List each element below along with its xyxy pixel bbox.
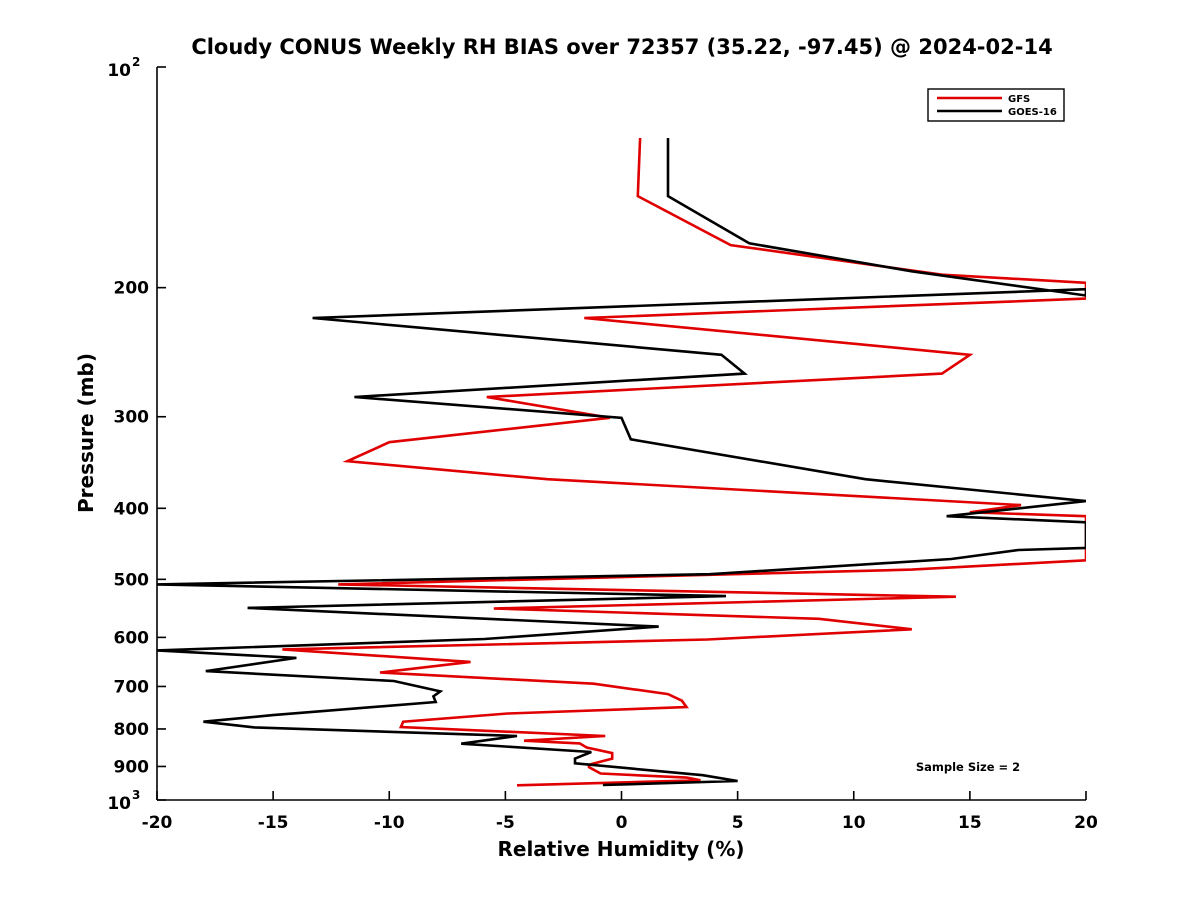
x-tick-label: 0 [616,813,628,833]
y-tick-label: 10 [107,61,131,81]
x-tick-label: -5 [496,813,515,833]
y-tick-exponent: 3 [132,788,140,802]
legend: GFS GOES-16 [927,88,1065,122]
y-tick-label: 800 [114,720,150,740]
series-line-gfs [282,137,1086,787]
legend-box [927,88,1065,122]
chart-title: Cloudy CONUS Weekly RH BIAS over 72357 (… [191,35,1052,59]
y-axis-label: Pressure (mb) [74,353,98,513]
y-tick-label: 10 [107,794,131,814]
x-tick-label: -20 [142,813,173,833]
x-tick-label: -10 [374,813,405,833]
y-tick-label: 900 [114,757,150,777]
x-tick-label: 15 [958,813,982,833]
legend-label: GFS [1008,94,1030,105]
plot-lines [157,137,1086,787]
y-tick-label: 600 [114,628,150,648]
series-line-goes-16 [157,138,1086,787]
y-tick-label: 400 [114,499,150,519]
sample-size-note: Sample Size = 2 [916,760,1020,774]
legend-label: GOES-16 [1008,107,1057,118]
x-tick-label: -15 [258,813,289,833]
x-tick-label: 10 [842,813,866,833]
y-tick-label: 300 [114,408,150,428]
x-axis-label: Relative Humidity (%) [497,837,744,861]
y-tick-label: 500 [114,570,150,590]
y-tick-label: 200 [114,279,150,299]
y-tick-exponent: 2 [132,55,140,69]
x-tick-label: 20 [1074,813,1098,833]
y-tick-label: 700 [114,677,150,697]
x-tick-label: 5 [732,813,744,833]
